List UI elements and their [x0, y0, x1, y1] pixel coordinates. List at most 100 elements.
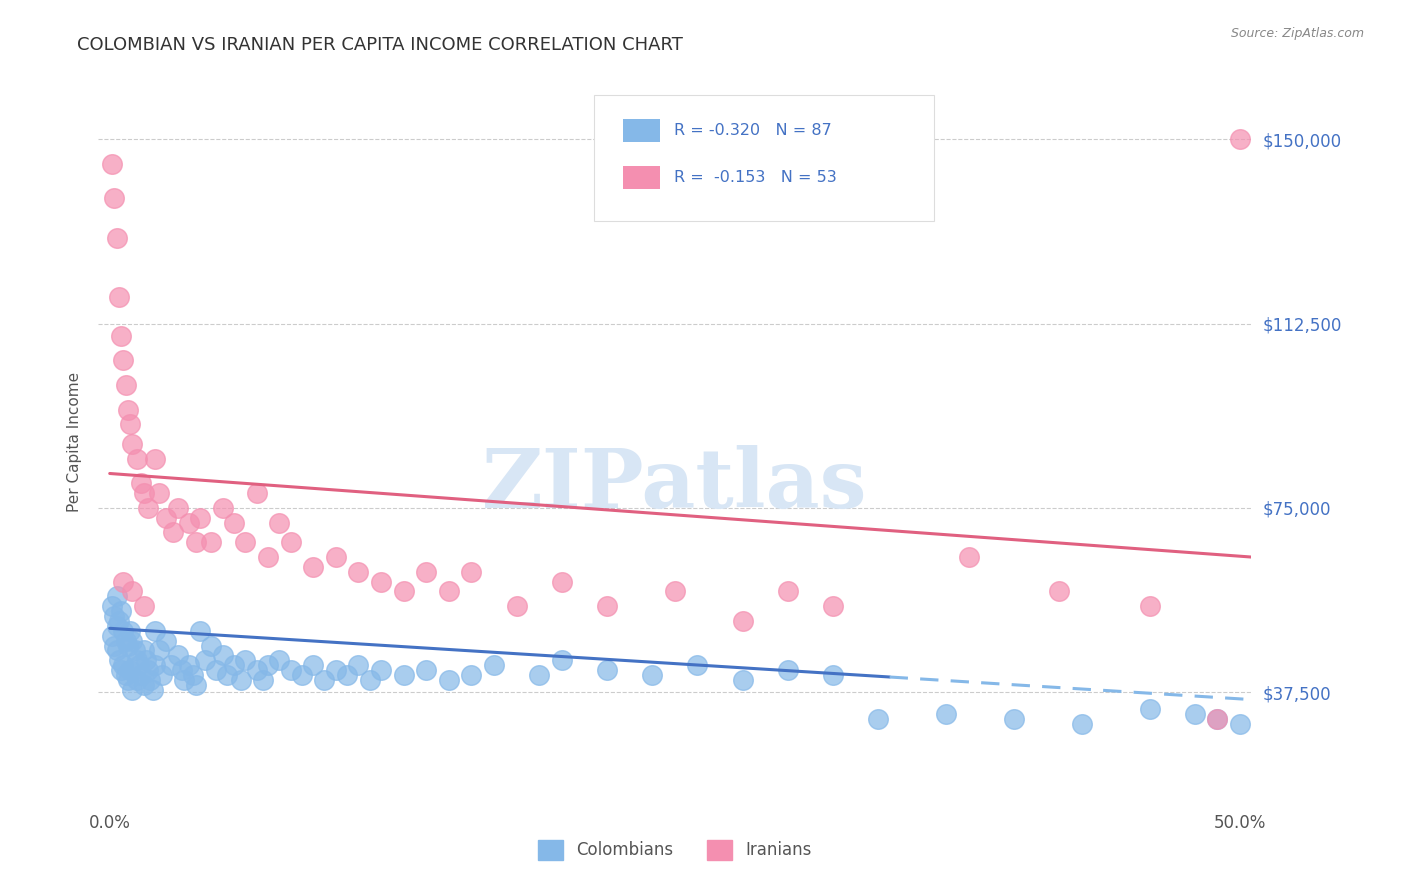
Point	[291, 668, 314, 682]
Point	[148, 643, 170, 657]
Point	[120, 663, 142, 677]
Point	[101, 157, 124, 171]
Point	[155, 633, 177, 648]
Point	[184, 678, 207, 692]
Point	[731, 614, 754, 628]
Text: ZIPatlas: ZIPatlas	[482, 445, 868, 524]
Point	[105, 230, 128, 244]
Point	[125, 451, 148, 466]
Point	[107, 289, 129, 303]
Point	[105, 643, 128, 657]
Point	[112, 353, 135, 368]
Point	[173, 673, 195, 687]
Point	[482, 658, 505, 673]
Point	[177, 516, 200, 530]
Point	[1229, 717, 1251, 731]
Point	[935, 707, 957, 722]
Point	[188, 624, 211, 638]
Point	[1229, 132, 1251, 146]
Point	[1002, 712, 1025, 726]
Point	[184, 535, 207, 549]
Point	[114, 633, 136, 648]
Point	[139, 673, 162, 687]
Point	[125, 653, 148, 667]
Point	[280, 535, 302, 549]
Point	[143, 624, 166, 638]
Point	[1070, 717, 1092, 731]
Point	[166, 648, 188, 663]
FancyBboxPatch shape	[595, 95, 935, 221]
Point	[325, 663, 347, 677]
Point	[114, 668, 136, 682]
Legend: Colombians, Iranians: Colombians, Iranians	[531, 833, 818, 867]
Point	[370, 663, 392, 677]
Point	[103, 191, 125, 205]
Point	[107, 614, 129, 628]
Point	[252, 673, 274, 687]
Text: R = -0.320   N = 87: R = -0.320 N = 87	[673, 123, 831, 138]
Point	[460, 565, 482, 579]
Point	[1139, 599, 1161, 614]
Point	[596, 599, 619, 614]
Point	[142, 682, 165, 697]
Point	[143, 658, 166, 673]
Point	[170, 663, 193, 677]
Point	[143, 451, 166, 466]
Point	[107, 653, 129, 667]
Point	[257, 658, 280, 673]
Point	[314, 673, 336, 687]
Point	[105, 590, 128, 604]
Point	[162, 525, 184, 540]
Point	[124, 643, 146, 657]
Point	[112, 624, 135, 638]
Point	[211, 648, 233, 663]
Point	[132, 486, 155, 500]
Point	[392, 668, 415, 682]
Point	[200, 535, 222, 549]
Point	[529, 668, 551, 682]
Point	[205, 663, 228, 677]
Point	[235, 653, 257, 667]
Point	[211, 500, 233, 515]
Point	[302, 560, 325, 574]
Point	[731, 673, 754, 687]
Point	[1206, 712, 1229, 726]
Point	[222, 658, 245, 673]
Point	[257, 549, 280, 564]
Point	[150, 668, 173, 682]
Point	[460, 668, 482, 682]
Point	[269, 516, 291, 530]
Point	[121, 584, 143, 599]
Point	[132, 643, 155, 657]
Point	[370, 574, 392, 589]
Point	[235, 535, 257, 549]
Point	[136, 500, 159, 515]
Point	[132, 599, 155, 614]
Point	[131, 476, 153, 491]
Point	[194, 653, 217, 667]
Text: R =  -0.153   N = 53: R = -0.153 N = 53	[673, 170, 837, 186]
Point	[110, 663, 132, 677]
Bar	[623, 166, 659, 189]
Point	[103, 609, 125, 624]
Text: COLOMBIAN VS IRANIAN PER CAPITA INCOME CORRELATION CHART: COLOMBIAN VS IRANIAN PER CAPITA INCOME C…	[77, 36, 683, 54]
Point	[159, 658, 181, 673]
Point	[101, 599, 124, 614]
Text: Source: ZipAtlas.com: Source: ZipAtlas.com	[1230, 27, 1364, 40]
Point	[336, 668, 359, 682]
Point	[117, 673, 139, 687]
Point	[114, 378, 136, 392]
Point	[1184, 707, 1206, 722]
Point	[551, 574, 574, 589]
Point	[437, 584, 460, 599]
Point	[325, 549, 347, 564]
Bar	[623, 120, 659, 143]
Point	[415, 663, 437, 677]
Point	[1047, 584, 1070, 599]
Point	[302, 658, 325, 673]
Point	[246, 486, 269, 500]
Point	[112, 658, 135, 673]
Point	[776, 663, 799, 677]
Point	[148, 486, 170, 500]
Point	[437, 673, 460, 687]
